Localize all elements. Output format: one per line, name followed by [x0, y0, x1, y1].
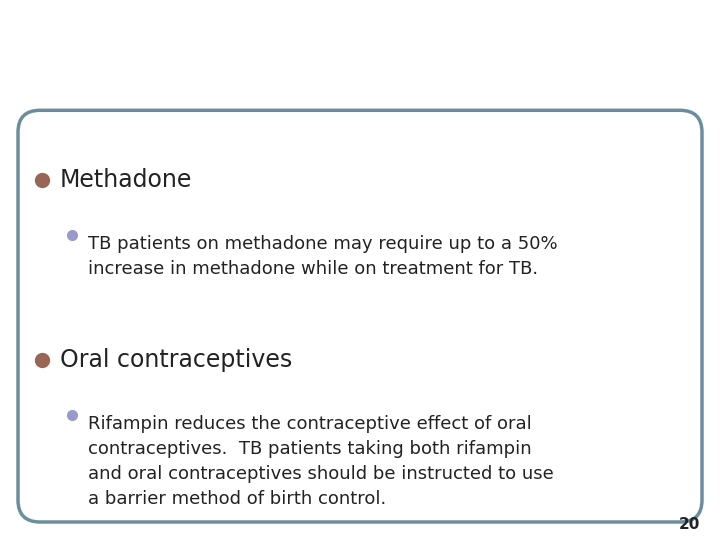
Text: Rifampin reduces the contraceptive effect of oral
contraceptives.  TB patients t: Rifampin reduces the contraceptive effec…: [88, 415, 554, 508]
Text: 20: 20: [679, 517, 700, 532]
Text: Oral contraceptives: Oral contraceptives: [60, 348, 292, 372]
Text: Medication Interactions:: Medication Interactions:: [18, 41, 516, 75]
FancyBboxPatch shape: [18, 110, 702, 522]
Text: TB patients on methadone may require up to a 50%
increase in methadone while on : TB patients on methadone may require up …: [88, 235, 557, 278]
Text: Methadone: Methadone: [60, 168, 192, 192]
